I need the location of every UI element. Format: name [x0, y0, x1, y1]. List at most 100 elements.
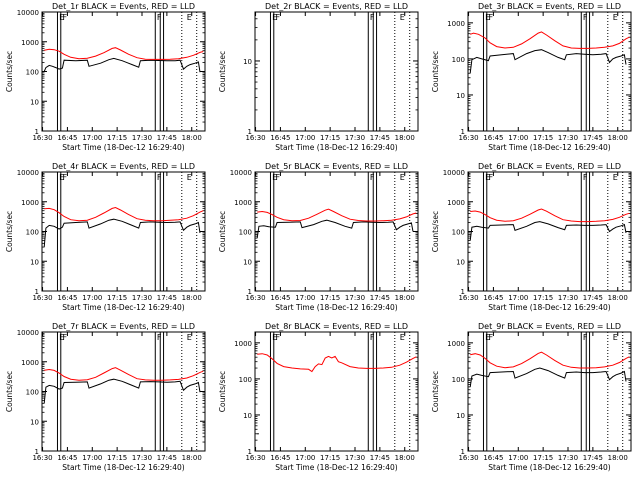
x-tick-label: 17:30: [132, 134, 152, 142]
chart-title: Det_8r BLACK = Events, RED = LLD: [265, 322, 408, 331]
marker-label: E: [187, 173, 192, 182]
marker-label: E: [613, 333, 618, 342]
marker-label: F: [370, 333, 375, 342]
y-tick-label: 1: [461, 288, 465, 296]
events-series-line: [43, 218, 201, 248]
marker-label: F: [370, 173, 375, 182]
plot-frame: [254, 171, 419, 292]
x-tick-label: 17:00: [508, 134, 528, 142]
x-tick-label: 17:00: [295, 134, 315, 142]
marker-label: F: [583, 333, 588, 342]
marker-label: E: [400, 333, 405, 342]
x-tick-label: 16:45: [270, 454, 290, 462]
marker-label: F: [275, 13, 280, 22]
x-tick-label: 17:30: [132, 454, 152, 462]
marker-label: E: [59, 173, 64, 182]
y-axis-label: Counts/sec: [431, 371, 440, 412]
plot-frame: [467, 11, 632, 132]
x-tick-label: 17:45: [583, 294, 603, 302]
lld-series-line: [470, 31, 630, 49]
plot-frame: [41, 171, 206, 292]
x-tick-label: 17:15: [320, 454, 340, 462]
x-axis-label: Start Time (18-Dec-12 16:29:40): [62, 463, 184, 472]
x-tick-label: 16:30: [245, 134, 265, 142]
x-tick-label: 17:15: [320, 134, 340, 142]
y-tick-label: 1000: [447, 340, 465, 348]
plot-frame: [467, 171, 632, 292]
y-tick-label: 10: [243, 258, 252, 266]
marker-label: F: [488, 173, 493, 182]
marker-label: F: [62, 13, 67, 22]
x-tick-label: 17:00: [295, 454, 315, 462]
x-tick-label: 16:30: [32, 294, 52, 302]
y-tick-label: 10: [456, 92, 465, 100]
chart-panel: Det_8r BLACK = Events, RED = LLD 16:30 16:…: [218, 322, 419, 472]
events-series-line: [43, 378, 201, 404]
y-tick-label: 1: [248, 288, 252, 296]
x-tick-label: 16:30: [32, 134, 52, 142]
x-axis-label: Start Time (18-Dec-12 16:29:40): [275, 143, 397, 152]
x-tick-label: 16:45: [483, 294, 503, 302]
x-tick-label: 17:30: [558, 134, 578, 142]
x-axis-label: Start Time (18-Dec-12 16:29:40): [62, 143, 184, 152]
x-tick-label: 18:00: [182, 294, 202, 302]
x-axis-label: Start Time (18-Dec-12 16:29:40): [488, 143, 610, 152]
y-tick-label: 1: [35, 448, 39, 456]
y-tick-label: 100: [26, 389, 39, 397]
chart-panel: Det_2r BLACK = Events, RED = LLD 16:30 16:…: [218, 2, 419, 152]
marker-label: E: [485, 333, 490, 342]
marker-label: F: [275, 333, 280, 342]
lld-series-line: [257, 353, 417, 373]
marker-label: F: [583, 13, 588, 22]
x-axis-label: Start Time (18-Dec-12 16:29:40): [488, 463, 610, 472]
marker-label: E: [485, 173, 490, 182]
y-tick-label: 100: [26, 229, 39, 237]
y-axis-label: Counts/sec: [431, 51, 440, 92]
y-tick-label: 10: [456, 258, 465, 266]
marker-label: E: [187, 333, 192, 342]
y-tick-label: 10000: [443, 169, 465, 177]
x-tick-label: 17:45: [157, 294, 177, 302]
marker-label: E: [272, 13, 277, 22]
y-tick-label: 1: [461, 448, 465, 456]
lld-series-line: [44, 47, 204, 60]
y-tick-label: 10000: [230, 169, 252, 177]
y-tick-label: 1: [248, 128, 252, 136]
lld-series-line: [44, 206, 204, 222]
plot-frame: [254, 11, 419, 132]
marker-label: F: [488, 13, 493, 22]
x-tick-label: 18:00: [608, 294, 628, 302]
marker-label: E: [187, 13, 192, 22]
marker-label: E: [485, 13, 490, 22]
x-tick-label: 17:15: [533, 134, 553, 142]
y-tick-label: 10000: [17, 9, 39, 17]
x-tick-label: 17:30: [132, 294, 152, 302]
y-tick-label: 1000: [234, 340, 252, 348]
x-tick-label: 16:45: [57, 294, 77, 302]
x-tick-label: 17:45: [157, 134, 177, 142]
marker-label: F: [62, 333, 67, 342]
x-tick-label: 16:45: [270, 294, 290, 302]
y-tick-label: 10: [243, 58, 252, 66]
y-tick-label: 10000: [17, 329, 39, 337]
x-tick-label: 17:30: [345, 454, 365, 462]
x-tick-label: 16:45: [57, 134, 77, 142]
marker-label: F: [62, 173, 67, 182]
y-tick-label: 100: [26, 69, 39, 77]
x-tick-label: 17:00: [82, 134, 102, 142]
y-tick-label: 100: [239, 229, 252, 237]
x-tick-label: 18:00: [395, 294, 415, 302]
x-tick-label: 17:30: [345, 294, 365, 302]
x-tick-label: 17:45: [583, 454, 603, 462]
marker-label: E: [272, 173, 277, 182]
y-tick-label: 100: [452, 56, 465, 64]
x-tick-label: 17:00: [508, 454, 528, 462]
events-series-line: [256, 219, 414, 239]
x-tick-label: 17:45: [370, 294, 390, 302]
chart-panel: Det_6r BLACK = Events, RED = LLD 16:30 16:…: [431, 162, 632, 312]
y-tick-label: 10: [243, 412, 252, 420]
y-tick-label: 1: [461, 128, 465, 136]
x-tick-label: 17:15: [533, 454, 553, 462]
x-tick-label: 17:00: [295, 294, 315, 302]
y-tick-label: 10: [456, 412, 465, 420]
